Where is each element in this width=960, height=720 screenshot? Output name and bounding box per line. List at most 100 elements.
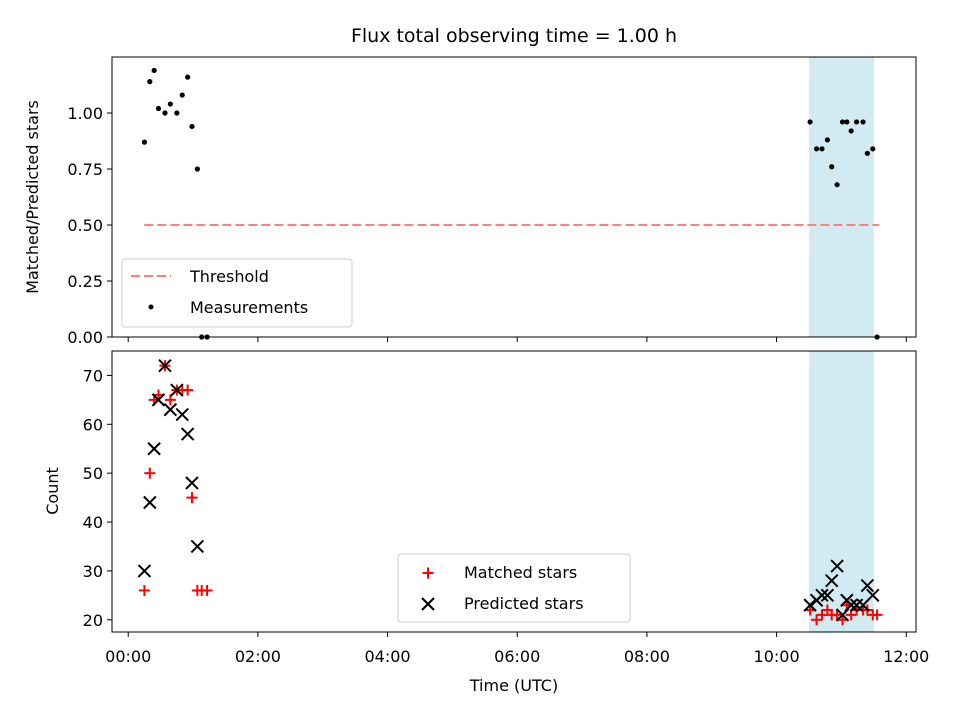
- measurement-point: [194, 166, 200, 172]
- predicted-star-point: [825, 573, 839, 588]
- predicted-star-point-b: [147, 442, 161, 456]
- legend-matched-swatch: [422, 567, 434, 579]
- measurement-point: [834, 182, 840, 188]
- measurement-point: [141, 139, 148, 145]
- predicted-star-point-b: [175, 407, 189, 422]
- flux-ratio-panel: 0.00 0.25 0.50 0.75 1.00 Flux total observin…: [23, 25, 917, 347]
- measurement-point: [162, 110, 168, 116]
- predicted-star-point-b: [825, 573, 839, 588]
- predicted-star-point: [143, 495, 157, 510]
- predicted-star-point-b: [190, 539, 205, 554]
- star-count-points: [137, 358, 883, 626]
- predicted-star-point: [163, 402, 178, 417]
- predicted-star-point-b: [158, 358, 172, 373]
- y-tick-label: 60: [83, 415, 103, 434]
- legend-predicted-label: Predicted stars: [464, 594, 584, 613]
- bottom-y-axis-label: Count: [43, 467, 62, 515]
- predicted-star-point: [866, 588, 880, 603]
- measurement-point: [870, 146, 876, 152]
- predicted-star-point-b: [137, 564, 152, 578]
- x-axis-label: Time (UTC): [469, 676, 558, 695]
- matched-star-point: [164, 394, 176, 406]
- y-tick-label: 30: [83, 562, 103, 581]
- predicted-star-point: [180, 427, 195, 441]
- measurement-point: [155, 105, 162, 112]
- bottom-y-axis-ticks: 20 30 40 50 60 70: [83, 366, 112, 630]
- matched-star-point: [831, 609, 843, 621]
- measurement-point: [839, 119, 846, 125]
- bottom-plot-frame: [111, 350, 917, 633]
- top-legend-box: [121, 258, 353, 328]
- bottom-legend-box: [397, 553, 631, 623]
- measurement-point: [147, 79, 153, 85]
- legend-plus: [422, 567, 434, 579]
- legend-measurements-label: Measurements: [190, 298, 308, 317]
- predicted-star-point: [151, 393, 166, 407]
- top-legend: Threshold Measurements: [121, 258, 353, 328]
- predicted-star-point: [175, 407, 189, 422]
- star-count-panel: 20 30 40 50 60 70 00:00 02:00 04:00 06:00 08:00 10…: [43, 350, 929, 695]
- y-tick-label: 0.25: [67, 272, 103, 291]
- predicted-star-point: [190, 539, 205, 554]
- matched-star-point: [201, 584, 213, 596]
- predicted-star-point-b: [151, 393, 166, 407]
- matched-star-point: [182, 384, 194, 396]
- predicted-star-point: [147, 442, 161, 456]
- measurement-point: [829, 164, 835, 170]
- measurement-point: [819, 146, 825, 152]
- y-tick-label: 70: [83, 366, 103, 385]
- measurement-point: [174, 110, 180, 116]
- predicted-star-point: [830, 559, 844, 573]
- x-tick-label: 12:00: [883, 647, 929, 666]
- y-tick-label: 0.00: [67, 328, 103, 347]
- y-tick-label: 0.75: [67, 160, 103, 179]
- predicted-star-point-b: [849, 598, 864, 612]
- legend-matched-label: Matched stars: [464, 563, 577, 582]
- x-tick-label: 02:00: [235, 647, 281, 666]
- predicted-star-point-b: [820, 588, 835, 603]
- y-tick-label: 20: [83, 611, 103, 630]
- matched-star-point: [144, 467, 156, 479]
- predicted-star-point-b: [860, 578, 875, 593]
- legend-predicted-swatch: [421, 597, 435, 611]
- top-plot-frame: [111, 56, 917, 338]
- chart-title: Flux total observing time = 1.00 h: [351, 25, 677, 47]
- legend-cross-b: [421, 597, 435, 611]
- predicted-star-point: [849, 598, 864, 612]
- measurement-point: [179, 92, 185, 98]
- predicted-star-point: [185, 476, 199, 490]
- measurement-point: [807, 119, 813, 125]
- predicted-star-point-b: [830, 559, 844, 573]
- measurement-point: [813, 146, 820, 152]
- predicted-star-point: [815, 588, 829, 603]
- predicted-star-point-b: [163, 402, 178, 417]
- y-tick-label: 40: [83, 513, 103, 532]
- measurement-point: [189, 123, 195, 130]
- predicted-star-point: [158, 358, 172, 373]
- legend-threshold-label: Threshold: [189, 267, 269, 286]
- x-tick-label: 08:00: [624, 647, 670, 666]
- matched-star-point: [138, 584, 150, 596]
- measurement-point: [185, 74, 191, 80]
- measurement-point: [167, 101, 173, 107]
- measurement-points: [141, 67, 880, 340]
- measurement-point: [844, 119, 850, 125]
- bottom-legend: Matched stars Predicted stars: [397, 553, 631, 623]
- predicted-star-point: [820, 588, 835, 603]
- predicted-star-point: [803, 598, 817, 612]
- y-tick-label: 50: [83, 464, 103, 483]
- matched-star-point: [811, 614, 823, 626]
- matched-star-point: [871, 609, 883, 621]
- measurement-point: [151, 67, 157, 74]
- predicted-star-point-b: [803, 598, 817, 612]
- predicted-star-point-b: [844, 598, 858, 612]
- top-x-axis-ticks: [127, 337, 907, 342]
- predicted-star-point: [170, 383, 184, 397]
- x-tick-label: 00:00: [105, 647, 151, 666]
- top-y-axis-label: Matched/Predicted stars: [23, 100, 42, 294]
- predicted-star-point-b: [185, 476, 199, 490]
- legend-cross: [421, 597, 435, 611]
- bottom-x-axis-ticks: 00:00 02:00 04:00 06:00 08:00 10:00 12:00: [105, 632, 929, 666]
- predicted-star-point-b: [866, 588, 880, 603]
